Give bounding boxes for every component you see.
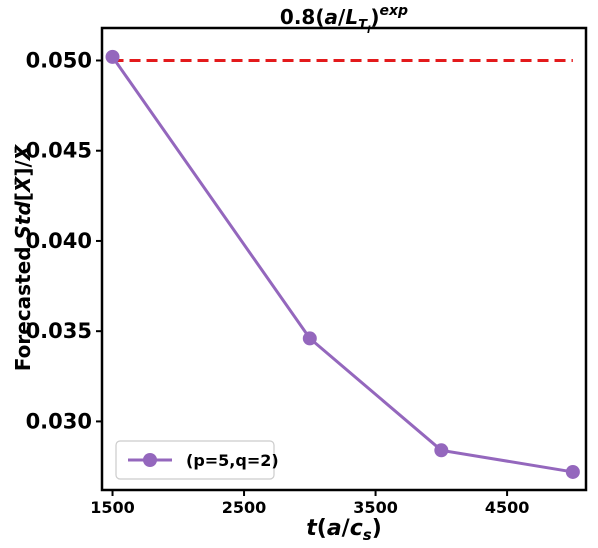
y-tick-label: 0.050 [26,48,92,72]
data-point [105,49,120,64]
y-tick-label: 0.040 [26,229,92,253]
y-tick-label: 0.045 [26,139,92,163]
x-tick-label: 3500 [353,498,398,517]
y-tick-label: 0.035 [26,319,92,343]
x-tick-label: 2500 [222,498,267,517]
y-tick-label: 0.030 [26,409,92,433]
legend-marker [143,453,157,467]
axis-ticks: 0.030 0.035 0.040 0.045 0.050 1500 2500 3500 450… [26,48,530,517]
legend: (p=5,q=2) [115,440,279,480]
plot-area [100,26,588,492]
data-point [434,443,449,458]
data-point [565,464,580,479]
x-tick-label: 1500 [90,498,135,517]
y-axis-label: Forecasted Std[X̄]/X̄ [11,143,35,371]
data-point [302,331,317,346]
x-tick-label: 4500 [485,498,530,517]
legend-box [115,440,275,480]
series-line [111,56,574,474]
legend-label: (p=5,q=2) [186,451,279,470]
x-axis-label: t(a/cs) [306,516,382,544]
plot-content [105,49,580,479]
